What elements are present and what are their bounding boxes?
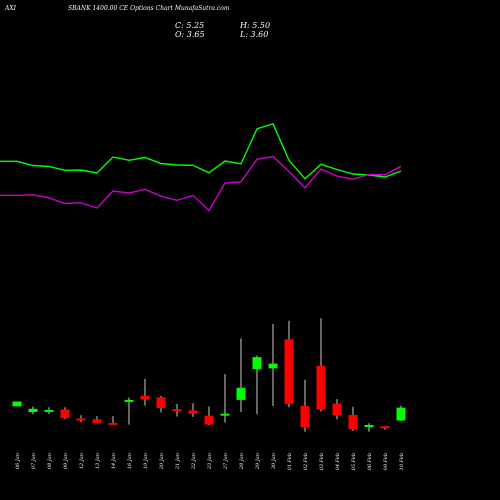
x-tick-label: 09 Feb [383,453,389,470]
x-axis-ticks: 06 Jan 07 Jan 08 Jan 09 Jan 12 Jan 13 Jan 14 J… [15,453,405,470]
candle-body-up [252,357,262,370]
candle-body-down [284,339,294,404]
x-tick-label: 19 Jan [143,453,149,469]
candle-2 [44,407,54,415]
symbol-label: AXI [5,5,16,12]
x-tick-label: 20 Jan [159,453,165,470]
candle-body-down [300,406,310,428]
upper-indicator-line [0,122,402,180]
candle-body-down [172,409,182,412]
x-tick-label: 02 Feb [303,453,309,470]
candle-20 [332,399,342,420]
candle-6 [108,416,118,425]
candle-18 [300,379,310,432]
open-value: O: 3.65 [175,30,205,39]
candle-3 [60,407,70,420]
candle-0 [12,401,22,407]
candle-body-down [140,395,150,400]
candle-13 [220,374,230,423]
candle-5 [92,416,102,424]
candle-24 [396,405,406,421]
candle-body-down [60,409,70,419]
candle-body-up [220,413,230,416]
candle-21 [348,406,358,431]
x-tick-label: 06 Feb [367,453,373,470]
x-tick-label: 30 Jan [271,453,277,469]
candle-12 [204,406,214,426]
candle-body-down [188,410,198,414]
x-tick-label: 01 Feb [287,453,293,470]
low-value: L: 3.60 [240,30,269,39]
candle-body-up [124,399,134,402]
candle-9 [156,395,166,413]
close-value: C: 5.25 [175,21,205,30]
x-tick-label: 16 Jan [127,453,133,469]
x-tick-label: 23 Jan [207,453,213,470]
candle-body-up [28,408,38,412]
candle-body-up [44,410,54,412]
x-tick-label: 09 Jan [63,453,69,469]
candle-body-up [12,401,22,407]
indicator-lines [0,122,402,212]
candle-4 [76,415,86,423]
x-tick-label: 29 Jan [255,453,261,470]
candle-1 [28,406,38,415]
candle-22 [364,423,374,432]
candle-body-down [316,366,326,410]
candle-body-down [348,414,358,430]
candle-body-up [364,425,374,427]
lower-indicator-line [0,155,402,212]
x-tick-label: 14 Jan [111,453,117,469]
candle-15 [252,355,262,415]
x-tick-label: 21 Jan [175,453,181,470]
x-tick-label: 22 Jan [191,453,197,470]
x-tick-label: 27 Jan [223,453,229,470]
candle-body-down [380,426,390,429]
candle-body-down [332,403,342,416]
x-tick-label: 04 Feb [335,453,341,470]
candle-14 [236,338,246,412]
candle-body-up [268,363,278,369]
x-tick-label: 05 Feb [351,453,357,470]
x-tick-label: 08 Jan [47,453,53,469]
candle-body-up [396,407,406,421]
chart-title: SBANK 1400.00 CE Options Chart MunafaSut… [68,5,230,12]
x-tick-label: 12 Jan [79,453,85,469]
candle-body-up [236,387,246,400]
candle-body-down [108,422,118,425]
candle-10 [172,404,182,417]
candle-19 [316,318,326,412]
candle-7 [124,397,134,425]
x-tick-label: 28 Jan [239,453,245,470]
candle-8 [140,378,150,406]
candle-23 [380,426,390,430]
x-tick-label: 07 Jan [31,453,37,469]
candle-16 [268,324,278,406]
candle-body-down [76,418,86,421]
candle-17 [284,320,294,408]
x-tick-label: 10 Feb [399,453,405,470]
high-value: H: 5.50 [240,21,271,30]
candle-11 [188,403,198,417]
x-tick-label: 03 Feb [319,453,325,470]
candlesticks [12,318,406,432]
x-tick-label: 13 Jan [95,453,101,469]
x-tick-label: 06 Jan [15,453,21,469]
candle-body-down [204,415,214,425]
candle-body-down [156,397,166,408]
candle-body-down [92,419,102,423]
